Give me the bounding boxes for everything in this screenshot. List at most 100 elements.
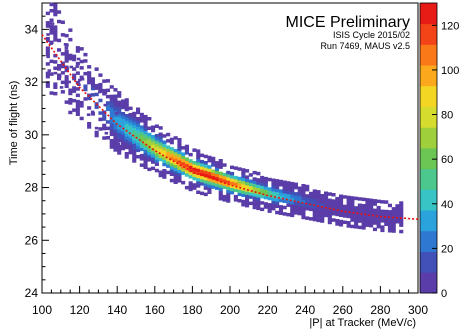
- heatmap-cell: [241, 171, 246, 175]
- heatmap-cell: [256, 187, 261, 192]
- heatmap-cell: [177, 172, 182, 177]
- heatmap-cell: [222, 176, 227, 180]
- heatmap-cell: [117, 110, 122, 114]
- heatmap-cell: [98, 98, 103, 103]
- heatmap-cell: [391, 223, 396, 227]
- heatmap-cell: [143, 143, 148, 147]
- heatmap-cell: [256, 206, 261, 211]
- heatmap-cell: [158, 170, 163, 174]
- heatmap-cell: [162, 140, 167, 144]
- heatmap-cell: [64, 65, 69, 70]
- heatmap-cell: [207, 155, 212, 160]
- heatmap-cell: [305, 203, 310, 208]
- heatmap-cell: [177, 147, 182, 151]
- heatmap-cell: [128, 141, 133, 145]
- heatmap-cell: [181, 171, 186, 175]
- heatmap-cell: [339, 213, 344, 217]
- heatmap-cell: [162, 134, 167, 138]
- heatmap-cell: [143, 149, 148, 154]
- heatmap-cell: [68, 91, 73, 96]
- heatmap-cell: [342, 211, 347, 215]
- heatmap-cell: [53, 60, 58, 64]
- heatmap-cell: [387, 216, 392, 220]
- heatmap-cell: [387, 219, 392, 224]
- heatmap-cell: [68, 101, 73, 105]
- heatmap-cell: [384, 216, 389, 220]
- annotation-run: Run 7469, MAUS v2.5: [320, 41, 410, 51]
- heatmap-cell: [45, 11, 50, 16]
- heatmap-cell: [121, 140, 126, 144]
- heatmap-cell: [278, 208, 283, 212]
- heatmap-cell: [339, 194, 344, 198]
- heatmap-cell: [339, 204, 344, 208]
- heatmap-cell: [369, 198, 374, 203]
- heatmap-cell: [369, 220, 374, 225]
- heatmap-cell: [237, 167, 242, 171]
- heatmap-cell: [399, 201, 404, 205]
- heatmap-cell: [218, 178, 223, 182]
- heatmap-cell: [49, 28, 54, 32]
- heatmap-cell: [60, 90, 65, 94]
- heatmap-cell: [387, 210, 392, 214]
- heatmap-cell: [271, 200, 276, 205]
- heatmap-cell: [121, 105, 126, 110]
- heatmap-cell: [64, 68, 69, 73]
- heatmap-cell: [75, 106, 80, 110]
- heatmap-cell: [342, 207, 347, 212]
- heatmap-cell: [68, 88, 73, 92]
- heatmap-cell: [357, 209, 362, 214]
- heatmap-cell: [245, 169, 250, 173]
- heatmap-cell: [297, 208, 302, 213]
- heatmap-cell: [316, 190, 321, 194]
- heatmap-cell: [121, 115, 126, 119]
- heatmap-cell: [109, 101, 114, 105]
- heatmap-cell: [53, 53, 58, 58]
- heatmap-cell: [203, 183, 208, 187]
- heatmap-cell: [105, 79, 110, 83]
- heatmap-cell: [177, 150, 182, 155]
- heatmap-cell: [324, 210, 329, 214]
- heatmap-cell: [350, 196, 355, 200]
- heatmap-cell: [207, 168, 212, 172]
- colorbar-segment: [420, 189, 437, 211]
- heatmap-cell: [68, 56, 73, 61]
- y-axis-label: Time of flight (ns): [8, 81, 20, 166]
- heatmap-cell: [121, 102, 126, 107]
- heatmap-cell: [199, 166, 204, 170]
- heatmap-cell: [63, 43, 68, 46]
- heatmap-cell: [158, 145, 163, 149]
- heatmap-cell: [151, 135, 156, 139]
- heatmap-cell: [117, 113, 122, 117]
- heatmap-cell: [118, 138, 123, 142]
- heatmap-cell: [346, 198, 351, 203]
- heatmap-cell: [207, 174, 212, 179]
- heatmap-cell: [241, 177, 246, 182]
- x-tick-label: 100: [32, 303, 52, 317]
- heatmap-cell: [188, 187, 193, 192]
- colorbar-tick-label: 100: [441, 65, 459, 77]
- heatmap-cell: [143, 152, 148, 157]
- heatmap-cell: [169, 137, 174, 142]
- heatmap-cell: [117, 151, 122, 155]
- heatmap-cell: [346, 202, 351, 206]
- heatmap-cell: [113, 132, 118, 136]
- heatmap-cell: [94, 86, 99, 90]
- heatmap-cell: [57, 64, 62, 68]
- heatmap-cell: [95, 83, 99, 87]
- heatmap-cell: [286, 197, 291, 201]
- heatmap-cell: [68, 53, 73, 58]
- heatmap-cell: [181, 155, 186, 160]
- heatmap-cell: [230, 175, 235, 179]
- heatmap-cell: [199, 175, 204, 180]
- heatmap-cell: [147, 139, 152, 143]
- heatmap-cell: [335, 196, 340, 201]
- heatmap-cell: [109, 110, 114, 114]
- heatmap-cell: [365, 210, 370, 215]
- heatmap-cell: [162, 172, 167, 176]
- heatmap-cell: [102, 123, 107, 128]
- heatmap-cell: [115, 140, 119, 144]
- y-tick-label: 24: [25, 286, 39, 300]
- heatmap-cell: [136, 120, 141, 124]
- colorbar-segment: [420, 85, 437, 107]
- heatmap-cell: [188, 171, 193, 176]
